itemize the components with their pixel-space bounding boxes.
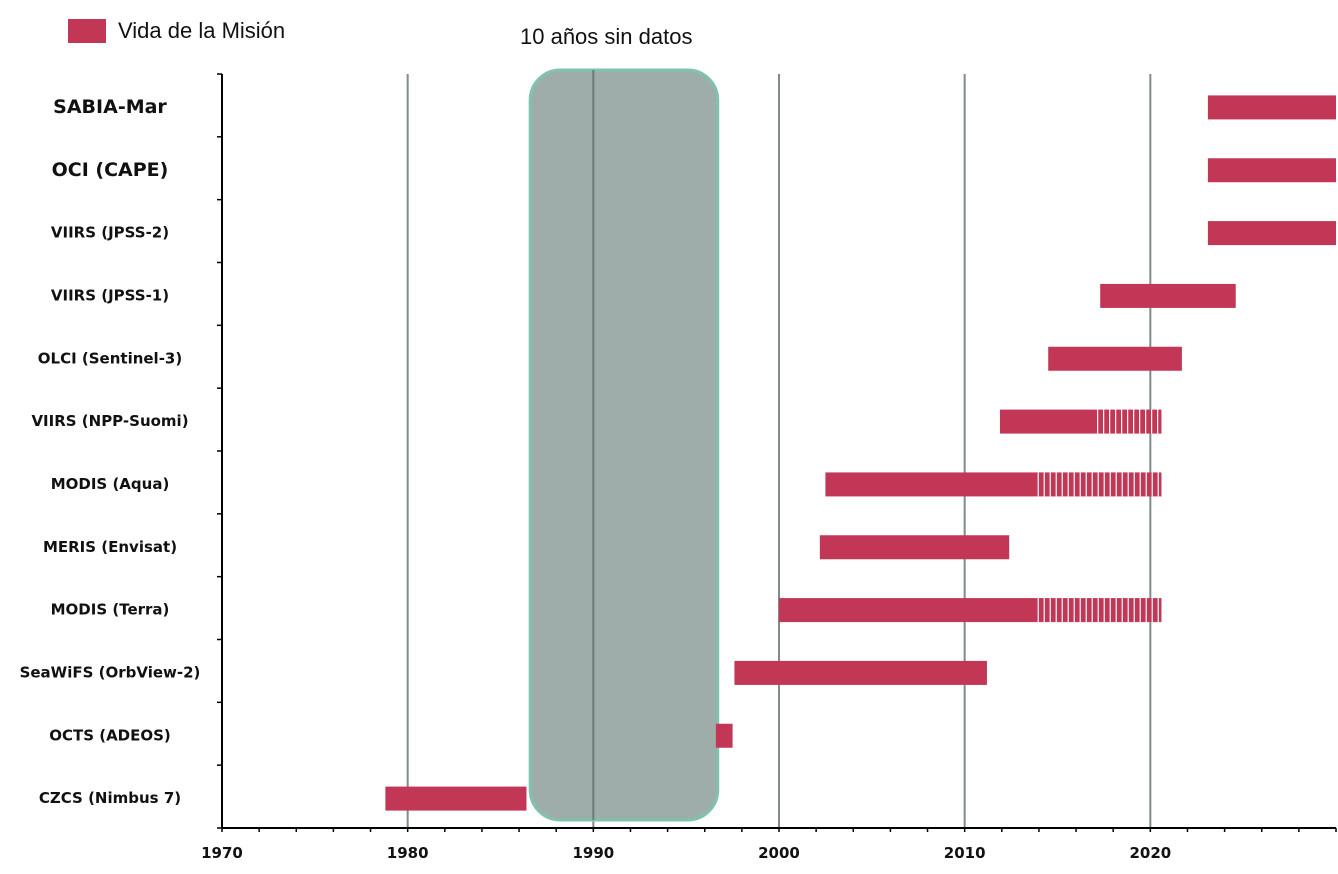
- mission-bar-seawifs-orbview-2: [734, 660, 987, 685]
- mission-label: MODIS (Terra): [51, 601, 170, 619]
- x-tick-label: 1970: [201, 844, 243, 862]
- mission-bar-viirs-jpss-2: [1207, 221, 1336, 246]
- mission-label: CZCS (Nimbus 7): [39, 789, 181, 807]
- x-tick-label: 1990: [572, 844, 614, 862]
- mission-bars: [385, 95, 1336, 811]
- mission-bar-czcs-nimbus-7: [385, 786, 527, 811]
- x-tick-label: 1980: [387, 844, 429, 862]
- mission-bar-meris-envisat: [819, 535, 1010, 560]
- mission-label: OCI (CAPE): [52, 159, 169, 181]
- legend-label: Vida de la Misión: [118, 18, 286, 43]
- mission-bar-viirs-jpss-1: [1100, 283, 1236, 308]
- mission-label: SeaWiFS (OrbView-2): [20, 663, 201, 681]
- mission-bar-modis-aqua: [825, 472, 1162, 497]
- mission-label: MERIS (Envisat): [43, 538, 177, 556]
- axes: 1970 1980 1990 2000 2010 2020: [201, 73, 1337, 862]
- data-gap-region: [528, 68, 720, 822]
- gap-annotation-label: 10 años sin datos: [520, 24, 693, 49]
- mission-label: SABIA-Mar: [53, 96, 167, 118]
- mission-bar-octs-adeos: [715, 723, 733, 748]
- mission-bar-olci-sentinel-3: [1048, 346, 1182, 371]
- x-tick-label: 2010: [944, 844, 986, 862]
- mission-labels: SABIA-Mar OCI (CAPE) VIIRS (JPSS-2) VIIRS (…: [20, 96, 201, 807]
- mission-label: VIIRS (NPP-Suomi): [31, 412, 188, 430]
- mission-bar-viirs-npp-suomi: [999, 409, 1162, 434]
- mission-bar-oci-cape: [1207, 158, 1336, 183]
- legend: Vida de la Misión: [68, 18, 285, 44]
- mission-bar-sabia-mar: [1207, 95, 1336, 120]
- data-gap-box: [528, 68, 720, 822]
- mission-label: VIIRS (JPSS-1): [51, 286, 169, 304]
- mission-label: MODIS (Aqua): [51, 475, 170, 493]
- grid-lines: [406, 74, 1152, 828]
- x-tick-label: 2020: [1129, 844, 1171, 862]
- mission-label: OCTS (ADEOS): [49, 726, 171, 744]
- mission-label: VIIRS (JPSS-2): [51, 224, 169, 242]
- x-tick-label: 2000: [758, 844, 800, 862]
- legend-swatch: [68, 19, 106, 43]
- mission-label: OLCI (Sentinel-3): [38, 349, 182, 367]
